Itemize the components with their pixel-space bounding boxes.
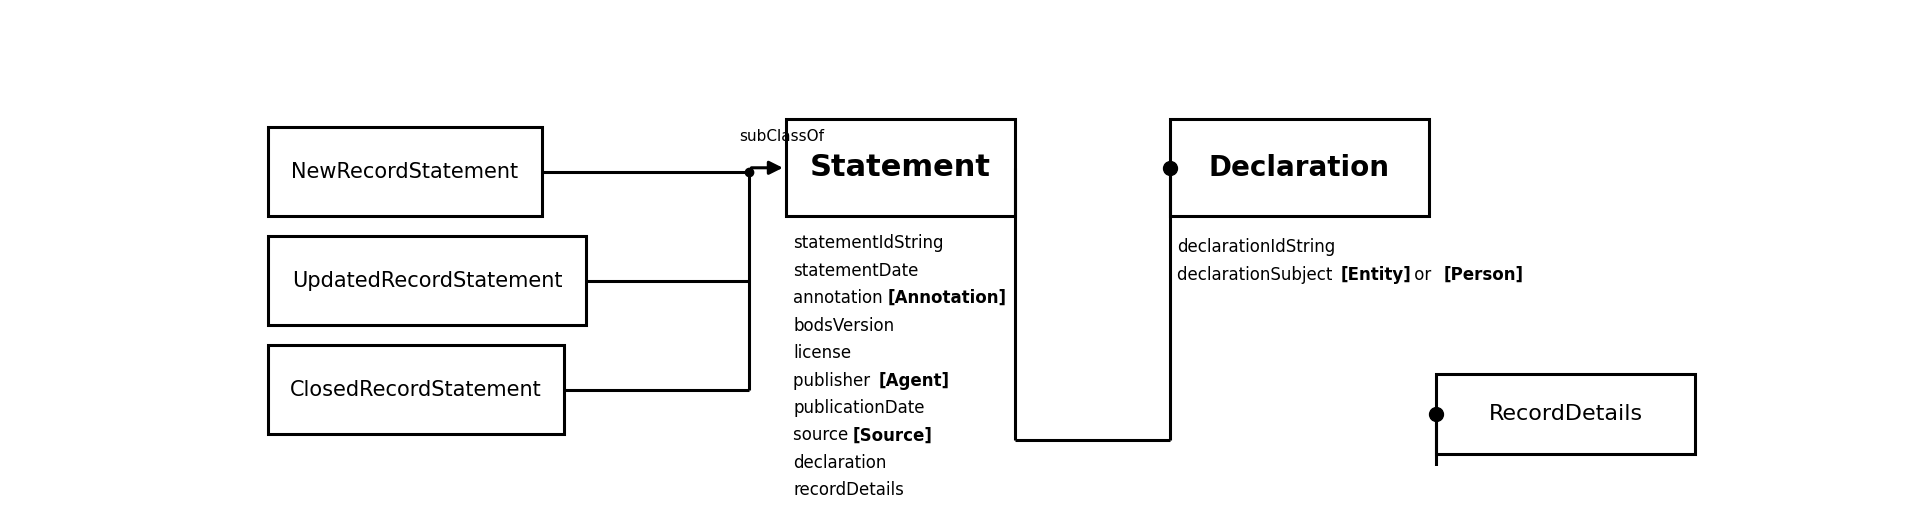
Text: statementDate: statementDate <box>793 262 917 280</box>
Text: [Entity]: [Entity] <box>1341 266 1411 284</box>
Text: [Annotation]: [Annotation] <box>887 289 1005 307</box>
Text: statementIdString: statementIdString <box>793 234 944 253</box>
Text: Statement: Statement <box>809 154 990 182</box>
FancyBboxPatch shape <box>267 345 564 434</box>
FancyBboxPatch shape <box>1436 374 1693 454</box>
Text: license: license <box>793 344 851 362</box>
Text: subClassOf: subClassOf <box>740 128 824 144</box>
FancyBboxPatch shape <box>786 119 1015 216</box>
Text: annotation: annotation <box>793 289 887 307</box>
Text: NewRecordStatement: NewRecordStatement <box>292 162 519 182</box>
Text: UpdatedRecordStatement: UpdatedRecordStatement <box>292 271 563 291</box>
Text: Declaration: Declaration <box>1209 154 1388 182</box>
Text: ClosedRecordStatement: ClosedRecordStatement <box>290 380 542 400</box>
FancyBboxPatch shape <box>1169 119 1428 216</box>
Text: recordDetails: recordDetails <box>793 481 904 499</box>
Text: publisher: publisher <box>793 372 875 389</box>
Text: or: or <box>1407 266 1436 284</box>
Text: [Agent]: [Agent] <box>879 372 950 389</box>
FancyBboxPatch shape <box>267 127 542 216</box>
Text: declarationSubject: declarationSubject <box>1177 266 1337 284</box>
Text: [Source]: [Source] <box>852 427 933 444</box>
Text: RecordDetails: RecordDetails <box>1487 404 1642 424</box>
Text: [Person]: [Person] <box>1442 266 1522 284</box>
Text: source: source <box>793 427 852 444</box>
Text: publicationDate: publicationDate <box>793 399 925 417</box>
Text: bodsVersion: bodsVersion <box>793 316 894 335</box>
Text: declarationIdString: declarationIdString <box>1177 238 1335 256</box>
Text: declaration: declaration <box>793 454 887 472</box>
FancyBboxPatch shape <box>267 236 585 325</box>
